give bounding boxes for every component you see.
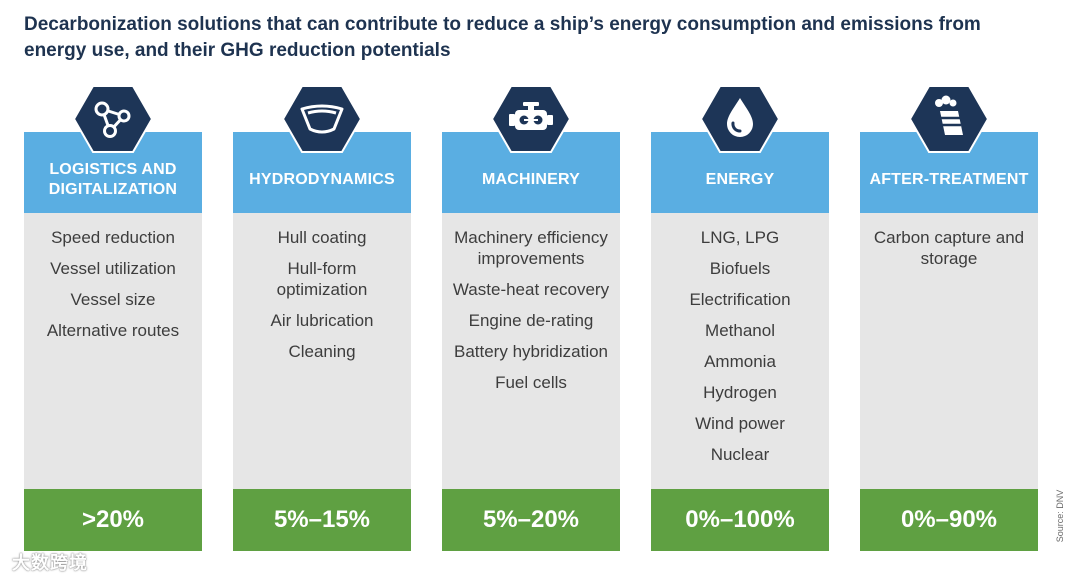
list-item: Nuclear: [710, 445, 770, 464]
list-item: Methanol: [705, 321, 775, 340]
reduction-potential: >20%: [24, 489, 202, 551]
list-item: Waste-heat recovery: [452, 280, 610, 299]
column-header: AFTER-TREATMENT: [860, 132, 1038, 213]
list-item: Hull-form optimization: [276, 259, 368, 299]
list-item: Machinery efficiency improvements: [454, 228, 608, 268]
column-hydrodynamics: HYDRODYNAMICS Hull coating Hull-form opt…: [233, 85, 411, 551]
list-item: Speed reduction: [51, 228, 175, 247]
column-header: MACHINERY: [442, 132, 620, 213]
column-body: Speed reduction Vessel utilization Vesse…: [24, 213, 202, 489]
list-item: Air lubrication: [270, 311, 374, 330]
column-body: Carbon capture and storage: [860, 213, 1038, 489]
list-item: Carbon capture and storage: [873, 228, 1025, 268]
list-item: Ammonia: [704, 352, 776, 371]
fuel-drop-icon: [700, 85, 780, 153]
network-nodes-icon: [73, 85, 153, 153]
list-item: Hull coating: [277, 228, 367, 247]
list-item: Cleaning: [288, 342, 356, 361]
list-item: Engine de-rating: [468, 311, 594, 330]
list-item: Hydrogen: [703, 383, 777, 402]
engine-icon: [491, 85, 571, 153]
page-title: Decarbonization solutions that can contr…: [24, 14, 981, 61]
column-machinery: MACHINERY Machinery efficiency improveme…: [442, 85, 620, 551]
column-body: Machinery efficiency improvements Waste-…: [442, 213, 620, 489]
list-item: Fuel cells: [495, 373, 567, 392]
list-item: Battery hybridization: [453, 342, 609, 361]
column-energy: ENERGY LNG, LPG Biofuels Electrification…: [651, 85, 829, 551]
solution-columns: LOGISTICS AND DIGITALIZATION Speed reduc…: [24, 85, 1040, 551]
list-item: LNG, LPG: [700, 228, 780, 247]
reduction-potential: 0%–100%: [651, 489, 829, 551]
watermark: 大数跨境: [12, 553, 88, 573]
column-header: HYDRODYNAMICS: [233, 132, 411, 213]
column-body: Hull coating Hull-form optimization Air …: [233, 213, 411, 489]
source-note: Source: DNV: [1055, 489, 1065, 543]
list-item: Vessel utilization: [50, 259, 176, 278]
list-item: Biofuels: [709, 259, 771, 278]
reduction-potential: 0%–90%: [860, 489, 1038, 551]
reduction-potential: 5%–15%: [233, 489, 411, 551]
column-after-treatment: AFTER-TREATMENT Carbon capture and stora…: [860, 85, 1038, 551]
ship-hull-icon: [282, 85, 362, 153]
list-item: Vessel size: [70, 290, 156, 309]
reduction-potential: 5%–20%: [442, 489, 620, 551]
column-logistics: LOGISTICS AND DIGITALIZATION Speed reduc…: [24, 85, 202, 551]
column-body: LNG, LPG Biofuels Electrification Methan…: [651, 213, 829, 489]
list-item: Wind power: [695, 414, 785, 433]
list-item: Electrification: [689, 290, 791, 309]
list-item: Alternative routes: [46, 321, 180, 340]
smokestack-icon: [909, 85, 989, 153]
